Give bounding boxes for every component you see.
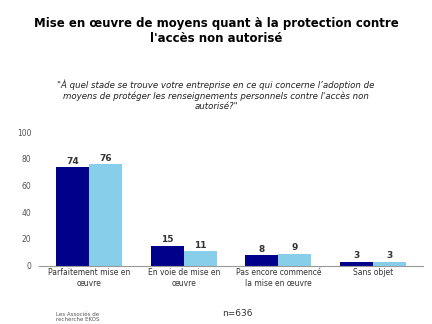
Bar bbox=[56, 167, 89, 266]
Bar bbox=[340, 262, 373, 266]
Text: 11: 11 bbox=[194, 241, 206, 250]
Bar bbox=[151, 246, 184, 266]
Text: 8: 8 bbox=[259, 245, 265, 254]
Bar bbox=[245, 255, 278, 266]
Bar bbox=[278, 254, 311, 266]
Bar bbox=[89, 164, 123, 266]
Bar bbox=[373, 262, 406, 266]
Text: 15: 15 bbox=[161, 235, 174, 244]
Text: 3: 3 bbox=[386, 251, 393, 260]
Text: n=636: n=636 bbox=[222, 308, 253, 318]
Bar bbox=[184, 251, 217, 266]
Text: 3: 3 bbox=[353, 251, 359, 260]
Text: 9: 9 bbox=[292, 243, 298, 252]
Text: Les Associés de
recherche EKOS: Les Associés de recherche EKOS bbox=[56, 312, 100, 322]
Text: 74: 74 bbox=[67, 156, 79, 166]
Text: Mise en œuvre de moyens quant à la protection contre
l'accès non autorisé: Mise en œuvre de moyens quant à la prote… bbox=[34, 17, 398, 45]
Text: 76: 76 bbox=[100, 154, 112, 163]
Text: "À quel stade se trouve votre entreprise en ce qui concerne l’adoption de
moyens: "À quel stade se trouve votre entreprise… bbox=[57, 79, 375, 111]
